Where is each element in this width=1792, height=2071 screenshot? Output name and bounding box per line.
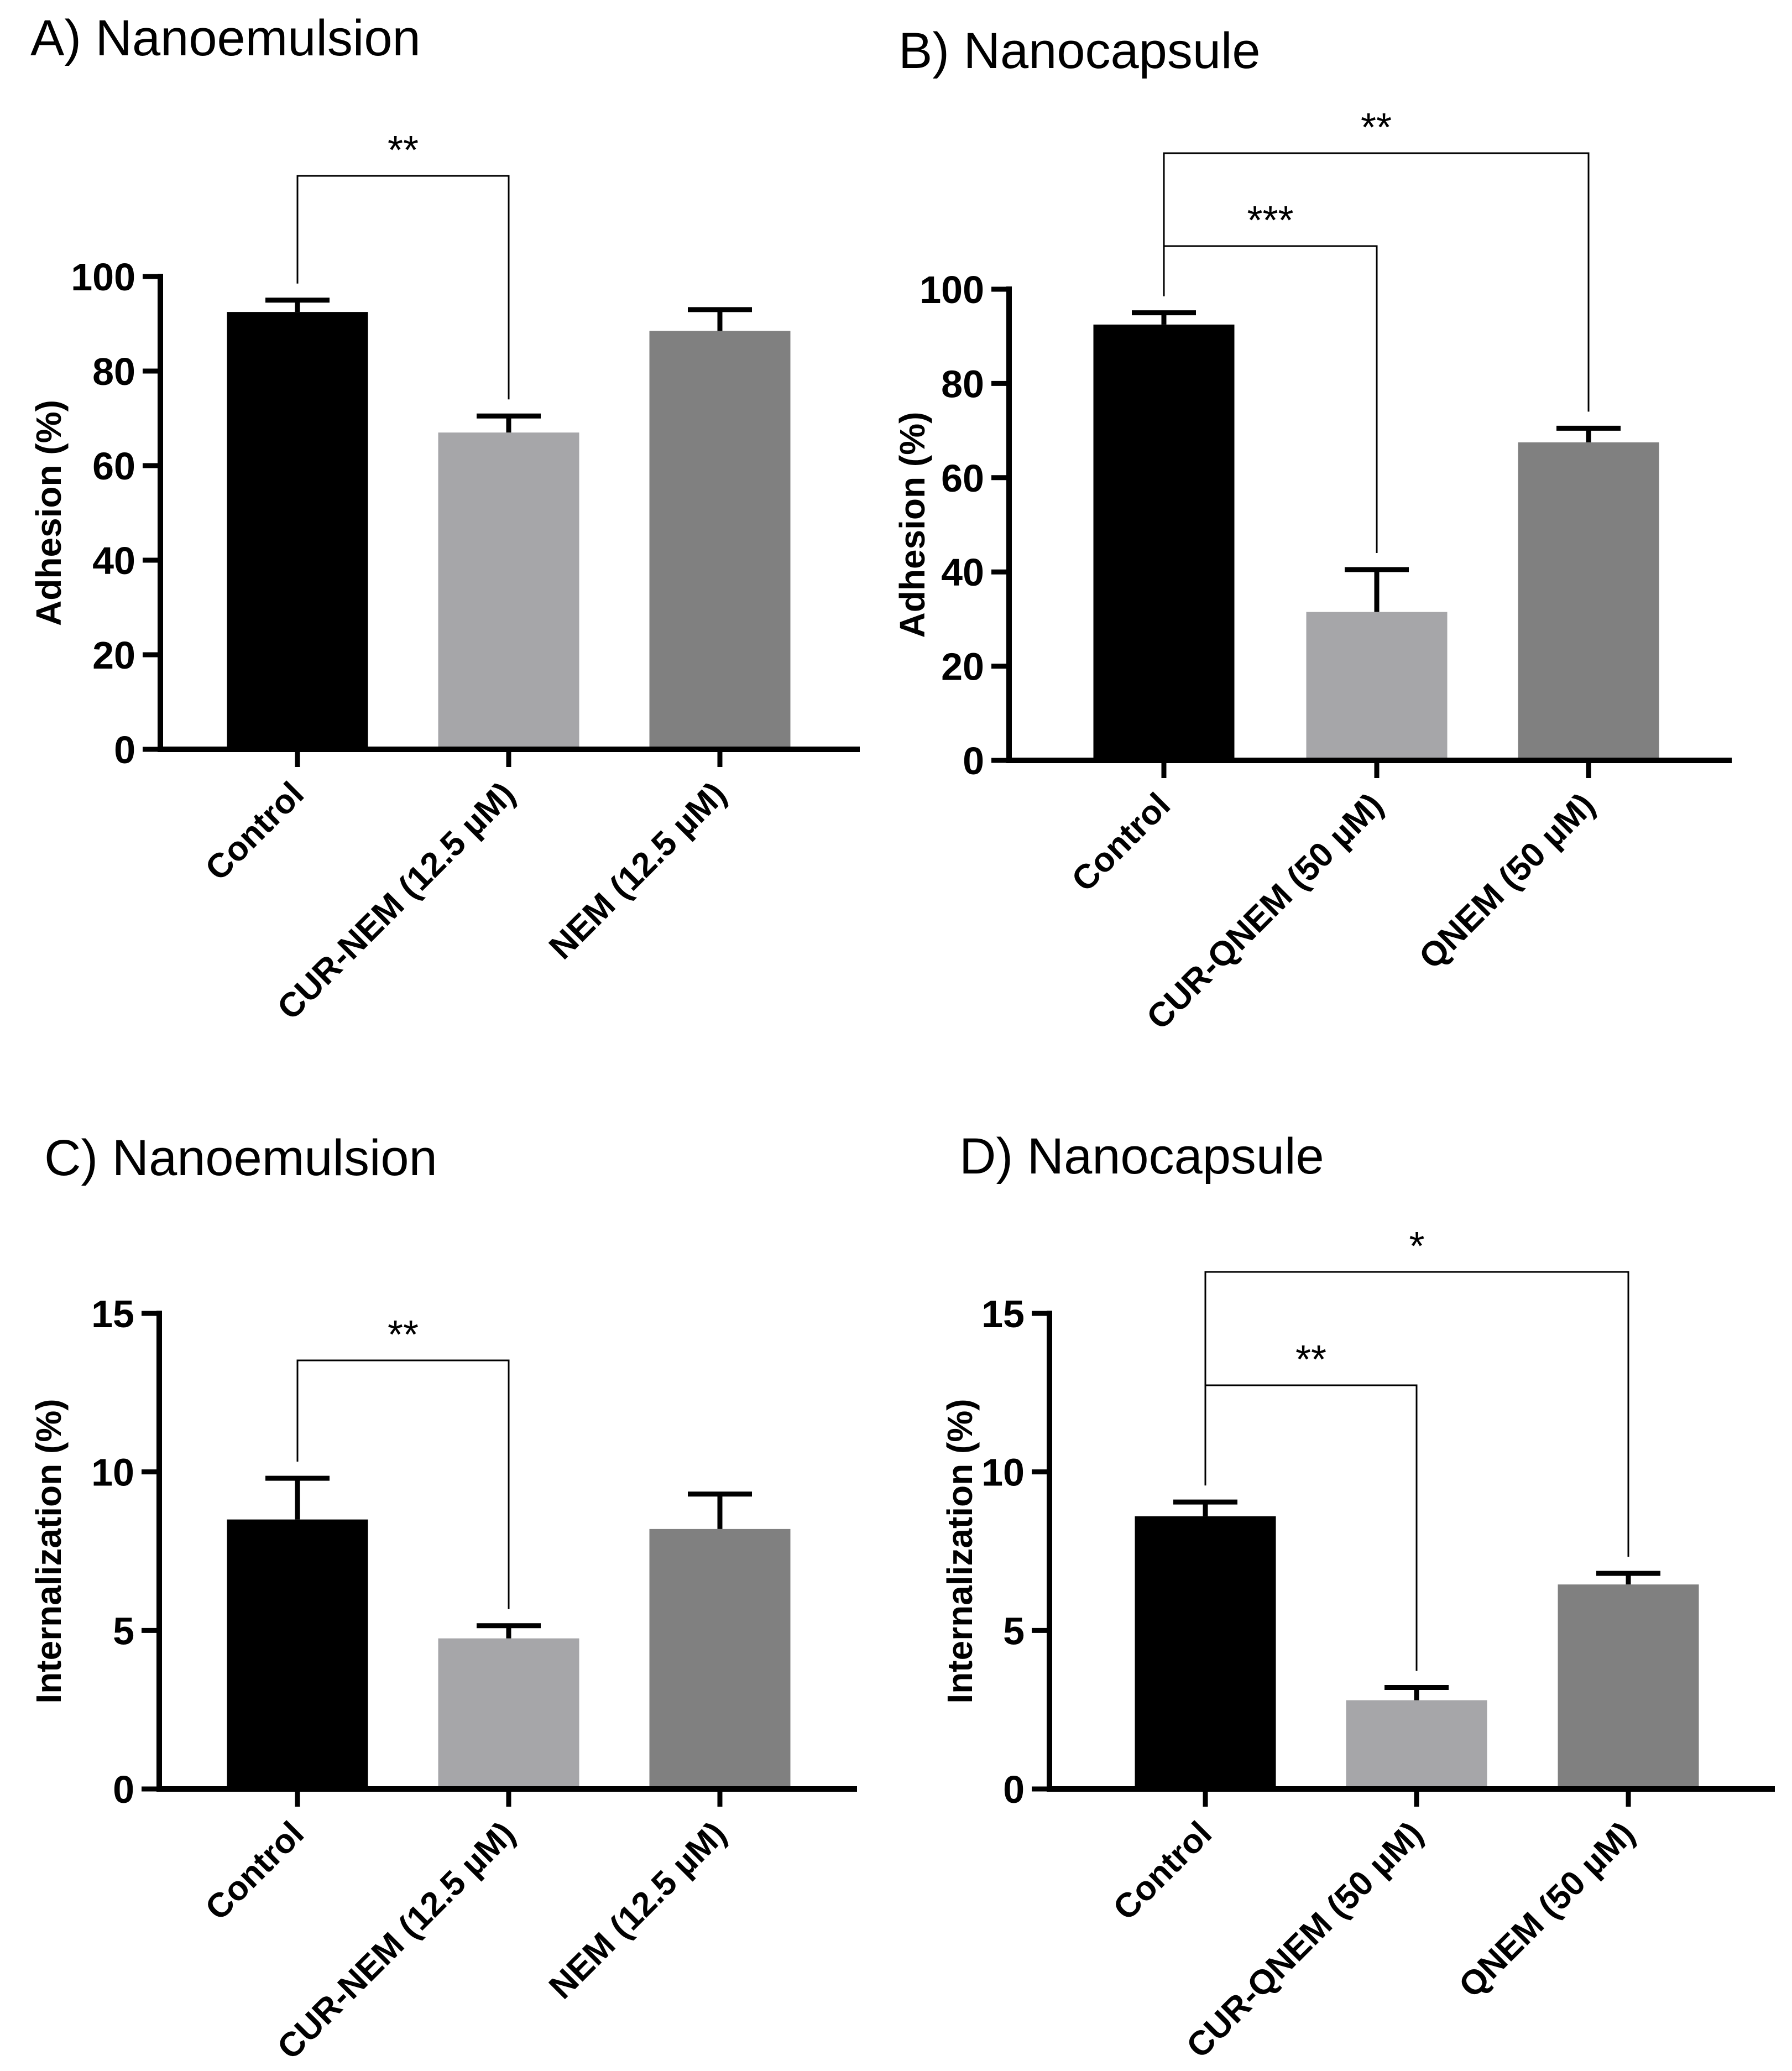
x-category-label-1: Control [1064,786,1178,899]
y-tick-label-4: 80 [941,362,984,405]
bar-2 [1346,1700,1487,1789]
y-tick-label-1: 20 [941,645,984,688]
bar-2 [438,432,579,749]
y-tick-label-0: 0 [114,728,135,771]
panel-b-title: B) Nanocapsule [898,23,1261,79]
bar-1 [227,312,368,749]
y-axis-title: Internalization (%) [940,1399,980,1703]
y-tick-label-1: 5 [113,1609,134,1652]
panel-a-title: A) Nanoemulsion [30,10,421,66]
y-tick-label-2: 10 [91,1451,134,1494]
x-category-label-2: CUR-QNEM (50 µM) [1179,1814,1430,2065]
y-tick-label-0: 0 [1003,1768,1025,1811]
x-category-label-2: CUR-NEM (12.5 µM) [270,775,522,1027]
y-axis-title: Internalization (%) [29,1399,69,1703]
x-category-label-3: QNEM (50 µM) [1451,1814,1642,2005]
significance-bracket-1 [296,175,510,400]
x-category-label-3: NEM (12.5 µM) [542,775,734,967]
y-tick-label-2: 10 [981,1451,1025,1494]
y-tick-label-3: 15 [91,1292,134,1336]
bar-3 [649,1529,791,1789]
bar-3 [1518,442,1659,760]
x-category-label-1: Control [198,775,311,888]
y-tick-label-3: 60 [92,445,135,488]
bar-3 [1558,1584,1699,1789]
significance-label-1: ** [388,1313,419,1357]
bar-1 [227,1519,368,1789]
y-tick-label-1: 20 [92,634,135,677]
panel-b-adhesion-nanocapsule: B) Nanocapsule 0 20 40 60 80 100 ControlCUR-QN… [892,23,1732,1037]
x-category-label-2: CUR-QNEM (50 µM) [1140,786,1391,1037]
x-category-label-3: QNEM (50 µM) [1412,786,1602,976]
y-tick-label-2: 40 [941,551,984,594]
y-tick-label-3: 15 [981,1292,1025,1336]
panel-c-title: C) Nanoemulsion [44,1130,437,1186]
significance-label-2: * [1409,1224,1424,1269]
y-tick-label-0: 0 [963,739,984,783]
significance-label-1: *** [1247,199,1293,243]
bar-2 [1306,612,1448,760]
panel-a-adhesion-nanoemulsion: A) Nanoemulsion 0 20 40 60 80 100 ControlCUR-N… [29,10,860,1027]
y-axis-title: Adhesion (%) [892,412,932,638]
significance-bracket-2 [1204,1271,1629,1557]
y-tick-label-0: 0 [113,1768,134,1811]
x-category-label-1: Control [198,1814,311,1928]
significance-label-2: ** [1361,106,1392,150]
x-category-label-3: NEM (12.5 µM) [542,1814,734,2006]
significance-label-1: ** [388,128,419,173]
y-tick-label-1: 5 [1003,1609,1025,1652]
panel-d-title: D) Nanocapsule [959,1128,1324,1185]
bar-2 [438,1638,579,1789]
bar-1 [1093,324,1235,760]
significance-label-1: ** [1295,1338,1326,1382]
y-tick-label-4: 80 [92,350,135,393]
y-tick-label-3: 60 [941,457,984,500]
y-tick-label-2: 40 [92,539,135,582]
x-category-label-2: CUR-NEM (12.5 µM) [270,1814,522,2067]
bar-3 [649,331,791,749]
significance-bracket-1 [296,1359,510,1609]
x-category-label-1: Control [1106,1814,1219,1928]
significance-bracket-2 [1163,152,1590,412]
y-axis-title: Adhesion (%) [29,400,69,626]
y-tick-label-5: 100 [71,255,135,299]
bar-1 [1135,1516,1276,1789]
y-tick-label-5: 100 [919,268,984,311]
